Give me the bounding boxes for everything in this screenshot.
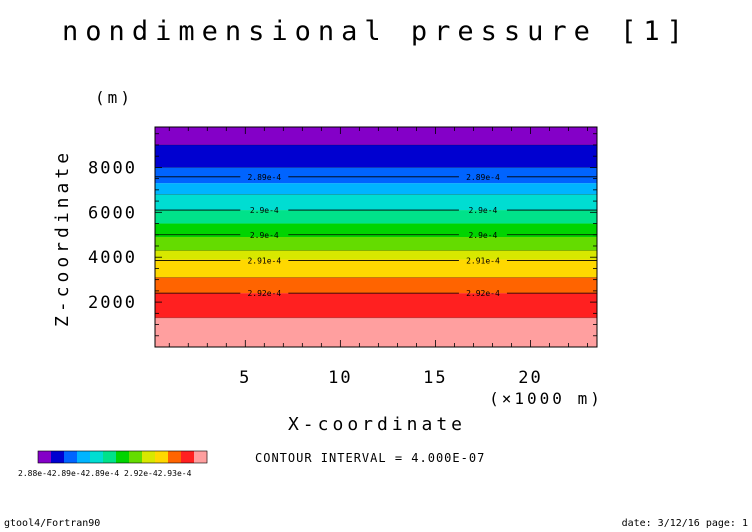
plot-area: 2.92e-4 2.92e-4 2.91e-4 2.91e-4 2.9e-4 2.9e-4… bbox=[88, 126, 598, 388]
footer-left: gtool4/Fortran90 bbox=[4, 518, 100, 529]
colorbar-swatch-0 bbox=[38, 451, 52, 463]
color-band-6 bbox=[155, 223, 597, 237]
colorbar-swatch-1 bbox=[51, 451, 65, 463]
contour-label-4-1: 2.89e-4 bbox=[466, 173, 500, 182]
color-band-10 bbox=[155, 167, 597, 184]
color-band-8 bbox=[155, 194, 597, 211]
colorbar-swatch-12 bbox=[194, 451, 208, 463]
contour-interval: CONTOUR INTERVAL = 4.000E-07 bbox=[255, 451, 485, 465]
plot-frame bbox=[154, 126, 598, 348]
contour-label-2-1: 2.9e-4 bbox=[468, 231, 497, 240]
contour-label-0-1: 2.92e-4 bbox=[466, 289, 500, 298]
y-tick-label-6000: 6000 bbox=[88, 203, 137, 223]
colorbar-swatch-2 bbox=[64, 451, 78, 463]
x-tick-label-10: 10 bbox=[328, 368, 352, 388]
footer-right: date: 3/12/16 page: 1 bbox=[622, 518, 748, 529]
chart-title: nondimensional pressure [1] bbox=[62, 16, 690, 47]
y-tick-label-4000: 4000 bbox=[88, 248, 137, 268]
y-axis-label: Z-coordinate bbox=[52, 149, 73, 327]
color-band-0 bbox=[155, 317, 597, 347]
x-axis-label: X-coordinate bbox=[288, 414, 466, 435]
colorbar-swatch-6 bbox=[116, 451, 130, 463]
contour-label-3-1: 2.9e-4 bbox=[468, 206, 497, 215]
color-band-1 bbox=[155, 293, 597, 318]
color-band-11 bbox=[155, 144, 597, 168]
y-axis-units: (m) bbox=[95, 88, 133, 107]
colorbar-swatch-11 bbox=[181, 451, 195, 463]
colorbar-swatch-7 bbox=[129, 451, 143, 463]
contour-label-0-0: 2.92e-4 bbox=[247, 289, 281, 298]
x-tick-label-15: 15 bbox=[423, 368, 447, 388]
colorbar-swatch-3 bbox=[77, 451, 91, 463]
color-band-9 bbox=[155, 183, 597, 195]
color-band-5 bbox=[155, 237, 597, 251]
color-band-4 bbox=[155, 250, 597, 260]
color-band-12 bbox=[155, 127, 597, 145]
x-axis-units: (×1000 m) bbox=[489, 389, 603, 408]
colorbar-swatch-10 bbox=[168, 451, 182, 463]
x-tick-label-5: 5 bbox=[239, 368, 251, 388]
contour-label-2-0: 2.9e-4 bbox=[250, 231, 279, 240]
colorbar-swatch-9 bbox=[155, 451, 169, 463]
colorbar-swatch-8 bbox=[142, 451, 156, 463]
colorbar-label: 2.88e-42.89e-42.89e-4 2.92e-42.93e-4 bbox=[18, 469, 192, 478]
colorbar-swatch-4 bbox=[90, 451, 104, 463]
contour-label-1-0: 2.91e-4 bbox=[247, 257, 281, 266]
colorbar-frame bbox=[37, 450, 208, 464]
color-band-7 bbox=[155, 210, 597, 224]
contour-label-1-1: 2.91e-4 bbox=[466, 257, 500, 266]
color-band-3 bbox=[155, 259, 597, 278]
y-tick-label-2000: 2000 bbox=[88, 293, 137, 313]
x-tick-label-20: 20 bbox=[518, 368, 542, 388]
colorbar-swatch-5 bbox=[103, 451, 117, 463]
contour-label-4-0: 2.89e-4 bbox=[247, 173, 281, 182]
color-band-2 bbox=[155, 277, 597, 294]
contour-label-3-0: 2.9e-4 bbox=[250, 206, 279, 215]
y-tick-label-8000: 8000 bbox=[88, 158, 137, 178]
colorbar bbox=[37, 450, 208, 464]
